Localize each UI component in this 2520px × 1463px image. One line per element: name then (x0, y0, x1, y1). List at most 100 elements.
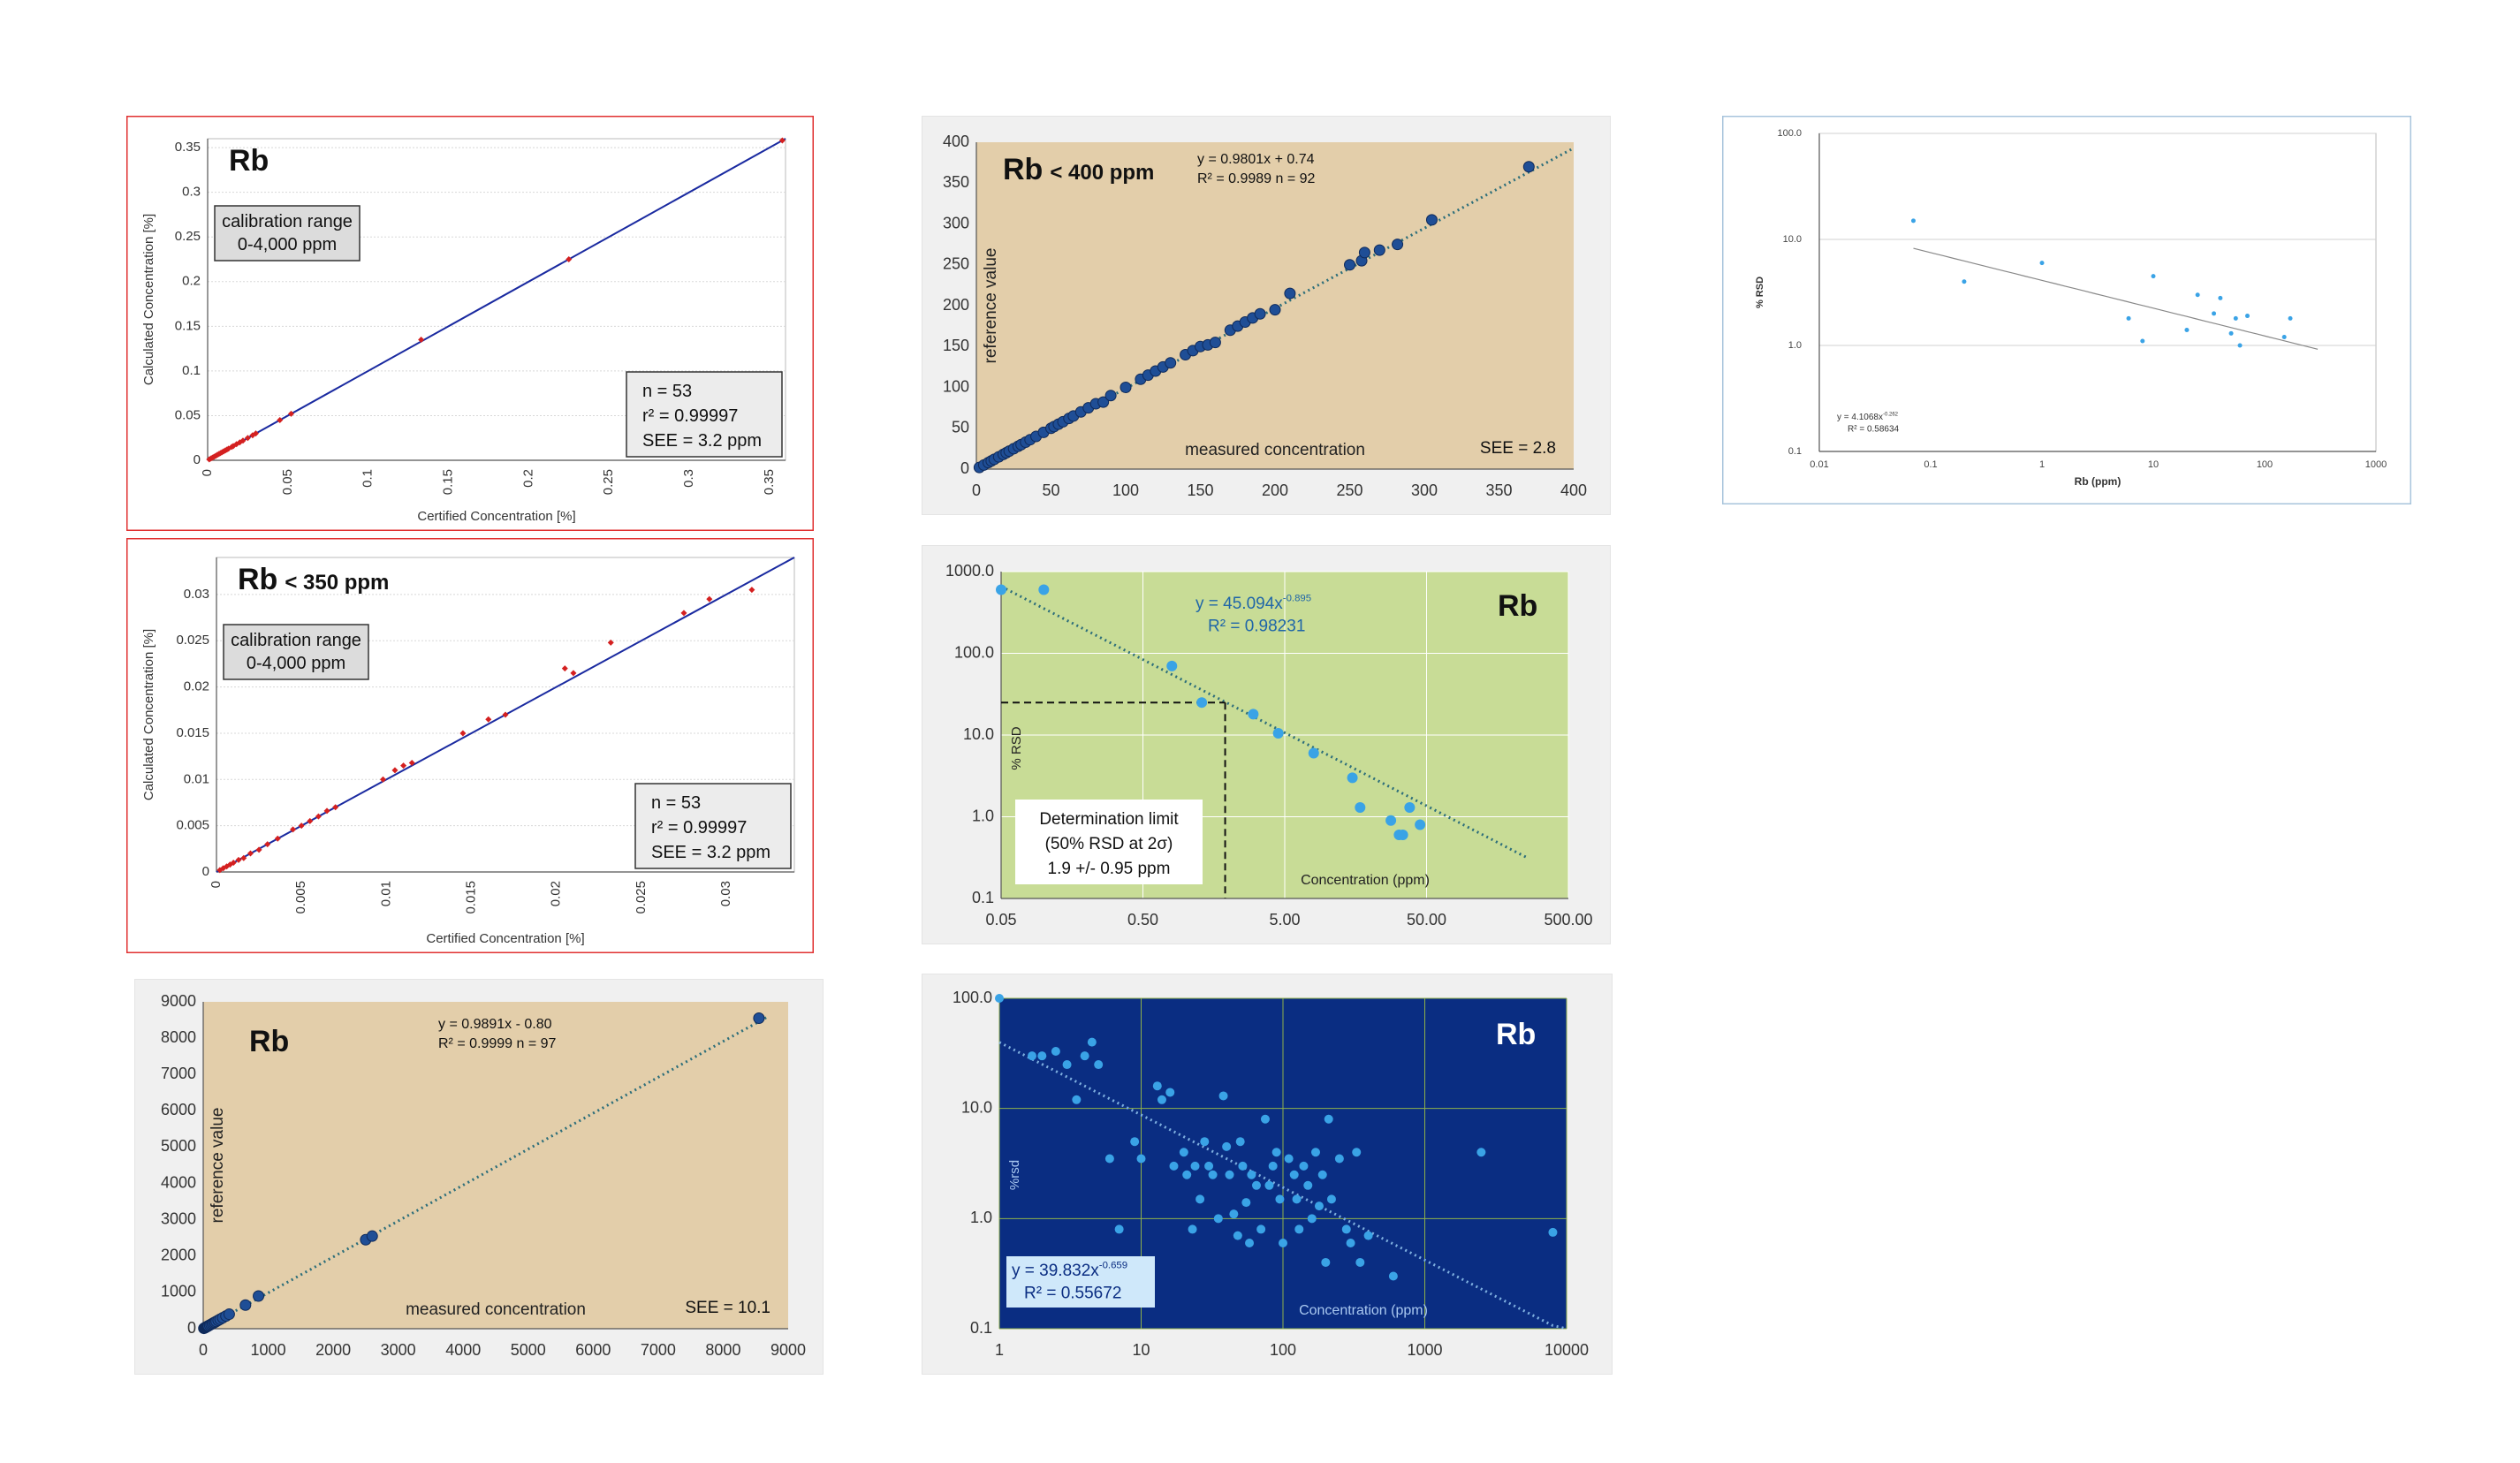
x-axis-label: Concentration (ppm) (1301, 873, 1430, 888)
y-tick-label: 100.0 (954, 643, 994, 661)
stats-text: r² = 0.99997 (651, 818, 747, 838)
rsd-vs-rb-chart: 0.01 0.1 1 10 100 1000 0.1 1.0 10.0 100.0 Rb (ppm)… (1722, 116, 2411, 504)
data-point (1051, 1047, 1060, 1057)
y-tick-label: 1.0 (972, 807, 994, 824)
data-point (1397, 830, 1408, 841)
y-tick-label: 0.1 (972, 889, 994, 906)
calibration-range-box (214, 205, 361, 262)
data-point (1272, 728, 1284, 739)
y-tick-label: 300 (943, 214, 969, 231)
data-point (1120, 382, 1132, 393)
data-point (1130, 1137, 1140, 1147)
chart-title-main: Rb (1003, 153, 1043, 186)
data-point (1275, 1194, 1285, 1204)
data-point (1962, 279, 1967, 284)
data-point (1355, 801, 1366, 813)
data-point (2244, 314, 2250, 319)
equation-box (1006, 1256, 1155, 1308)
data-point (706, 595, 713, 603)
data-point (277, 417, 284, 423)
data-point (778, 137, 786, 144)
r-squared-label: R² = 0.55672 (1024, 1285, 1121, 1303)
data-point (1165, 357, 1177, 369)
x-tick-label: 0.2 (520, 469, 535, 488)
y-tick-label: 100.0 (1777, 128, 1802, 139)
data-point (1284, 1154, 1294, 1164)
data-point (239, 437, 247, 444)
regression-equation: R² = 0.9989 n = 92 (1197, 171, 1316, 186)
chart-title: Rb < 350 ppm (238, 563, 389, 596)
y-tick-label: 0.1 (1788, 446, 1802, 457)
chart-title-suffix: < 350 ppm (285, 571, 389, 595)
x-tick-label: 1 (2039, 459, 2045, 470)
chart-title-main: Rb (229, 144, 269, 178)
x-tick-label: 400 (1560, 481, 1587, 499)
y-tick-label: 5000 (161, 1137, 196, 1155)
data-point (1256, 1224, 1266, 1234)
chart-svg: 0.05 0.50 5.00 50.00 500.00 0.1 1.0 10.0 100.0 10… (922, 545, 1611, 944)
x-tick-label: 0 (972, 481, 981, 499)
data-point (233, 441, 240, 448)
data-point (1248, 709, 1259, 720)
data-point (1254, 307, 1266, 320)
reference-vs-measured-chart: 0 1000 2000 3000 4000 5000 6000 7000 8000 9000 0 10… (134, 979, 824, 1375)
data-point (1245, 1238, 1255, 1247)
data-point (1341, 1224, 1351, 1234)
chart-svg: 0 1000 2000 3000 4000 5000 6000 7000 8000 9000 0 10… (134, 979, 824, 1375)
plot-area (1818, 133, 2377, 452)
data-point (1114, 1224, 1124, 1234)
y-tick-label: 400 (943, 133, 969, 150)
data-point (226, 861, 233, 868)
data-point (1522, 161, 1535, 173)
equation-base: y = 4.1068x (1837, 413, 1883, 422)
regression-equation: y = 0.9891x - 0.80 (438, 1017, 552, 1032)
x-tick-label: 0.01 (1810, 459, 1828, 470)
equation-exponent: -0.895 (1283, 593, 1311, 603)
x-axis-label: measured concentration (1185, 441, 1365, 459)
data-point (1292, 1194, 1302, 1204)
data-point (1317, 1170, 1327, 1179)
data-point (1200, 1137, 1210, 1147)
data-point (253, 1290, 265, 1302)
x-tick-label: 100 (1112, 481, 1139, 499)
data-point (1196, 697, 1208, 709)
data-point (1165, 1088, 1175, 1097)
regression-equation: y = 45.094x-0.895 (1195, 593, 1311, 613)
data-point (1294, 1224, 1304, 1234)
data-point (1344, 259, 1355, 271)
data-point (1235, 1137, 1245, 1147)
y-tick-label: 0.015 (176, 725, 209, 740)
calibration-range-text: 0-4,000 ppm (238, 235, 337, 254)
stats-text: SEE = 3.2 ppm (642, 431, 762, 451)
data-point (1373, 244, 1385, 256)
data-point (223, 1308, 235, 1321)
data-point (1087, 1037, 1097, 1047)
stats-text: n = 53 (651, 793, 701, 813)
data-point (255, 846, 262, 853)
data-point (1279, 1238, 1287, 1247)
data-point (1346, 1238, 1355, 1247)
y-axis-label: Calculated Concentration [%] (141, 214, 156, 385)
data-point (1352, 1148, 1362, 1157)
chart-title-main: Rb (1496, 1018, 1536, 1051)
determination-limit-text: Determination limit (1039, 810, 1179, 829)
data-point (1195, 1194, 1205, 1204)
data-point (565, 256, 573, 262)
data-point (2233, 315, 2238, 321)
y-tick-label: 10.0 (1783, 234, 1802, 245)
chart-svg: 1 10 100 1000 10000 0.1 1.0 10.0 100.0 Concentrat… (922, 974, 1613, 1375)
data-point (1097, 396, 1110, 408)
data-point (220, 865, 227, 872)
data-point (996, 584, 1006, 595)
x-tick-label: 10 (2148, 459, 2159, 470)
x-axis-label: Rb (ppm) (2075, 475, 2122, 488)
x-tick-label: 0.015 (463, 881, 478, 914)
calibration-range-box (223, 624, 369, 680)
data-point (315, 813, 322, 820)
regression-equation: R² = 0.9999 n = 97 (438, 1036, 557, 1051)
y-tick-label: 0.03 (184, 587, 209, 602)
data-point (1385, 815, 1397, 826)
x-tick-label: 0.35 (762, 469, 777, 495)
data-point (408, 759, 415, 766)
chart-title: Rb (1496, 1018, 1536, 1051)
